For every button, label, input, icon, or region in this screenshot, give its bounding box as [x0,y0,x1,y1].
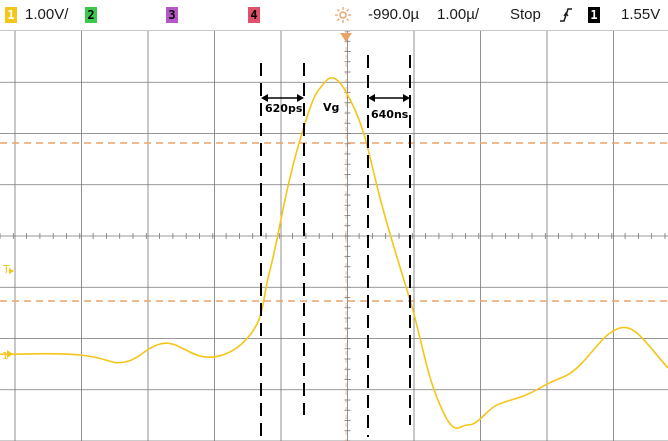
fall-time-label: 640ns [371,108,409,121]
rise-time-label: 620ps [265,102,303,115]
time-delay[interactable]: -990.0µ [368,6,420,23]
graticule [0,31,668,441]
trigger-level-arrow [9,268,14,274]
run-state[interactable]: Stop [510,6,541,23]
rise-arrow-right-head [297,94,304,102]
channel-1-indicator[interactable]: 1 [5,7,17,23]
trigger-level[interactable]: 1.55V [621,6,661,23]
fall-arrow-left-head [368,94,375,102]
channel-1-ground-marker[interactable]: 1 [2,351,8,362]
rising-edge-icon[interactable] [559,7,573,23]
rise-arrow-left-head [261,94,268,102]
channel-1-trace [0,77,668,429]
time-scale[interactable]: 1.00µ/ [437,6,480,23]
waveform-display: 620ps Vg 640ns T 1 [0,31,668,441]
trigger-position-icon[interactable] [340,33,352,42]
peak-label: Vg [323,101,339,114]
trigger-channel-indicator[interactable]: 1 [588,7,600,23]
fall-arrow-right-head [403,94,410,102]
status-bar: 1 1.00V/ 2 3 4 -990.0µ 1.00µ/ Stop 1 1.5… [0,0,668,31]
channel-4-indicator[interactable]: 4 [248,7,260,23]
trigger-level-marker[interactable]: T [2,263,10,276]
channel-2-indicator[interactable]: 2 [85,7,97,23]
channel-1-scale[interactable]: 1.00V/ [25,6,69,23]
channel-1-ground-arrow [7,350,13,358]
sun-icon[interactable] [334,6,352,24]
channel-3-indicator[interactable]: 3 [166,7,178,23]
